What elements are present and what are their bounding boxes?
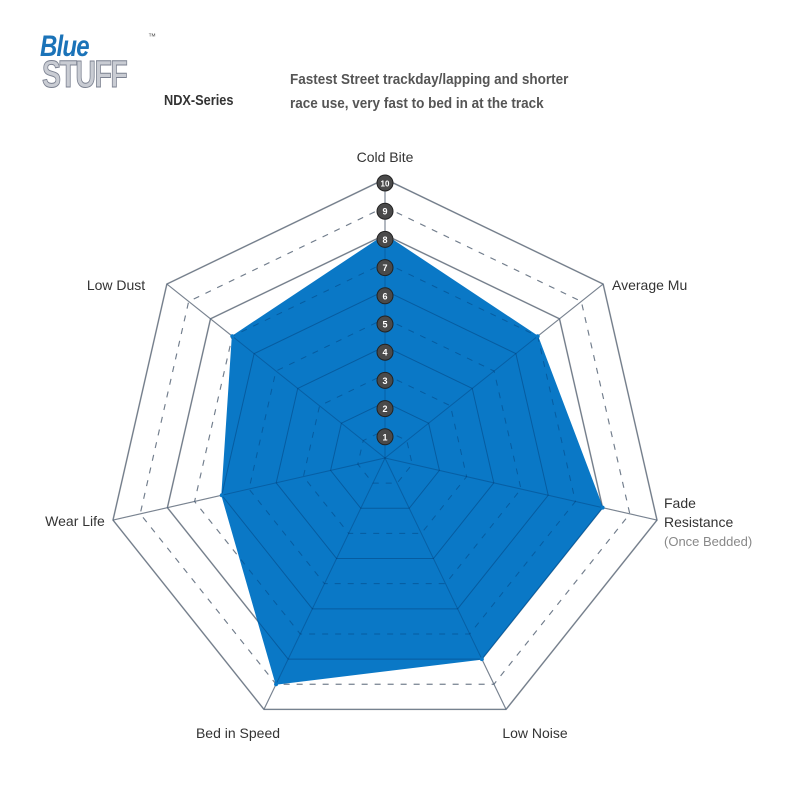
scale-badge-1 xyxy=(376,428,394,446)
grid-spoke-overlay xyxy=(166,283,386,459)
axis-label-fade-resistance: Resistance xyxy=(664,514,733,530)
axis-label-fade-resistance: Fade xyxy=(664,495,696,511)
data-point-low-dust xyxy=(230,334,235,339)
grid-ring-overlay xyxy=(194,262,576,635)
axis-sublabel: (Once Bedded) xyxy=(664,534,752,549)
series-label: NDX-Series xyxy=(164,92,234,109)
grid-spoke-overlay xyxy=(112,457,386,521)
grid-ring-overlay xyxy=(221,290,549,610)
data-point-average-mu xyxy=(535,334,540,339)
data-point-wear-life xyxy=(219,493,224,498)
scale-badge-2 xyxy=(376,400,394,418)
scale-tick-label: 9 xyxy=(382,207,387,217)
scale-badge-3 xyxy=(376,371,394,389)
grid-ring-overlay xyxy=(357,429,413,484)
description-line-2: race use, very fast to bed in at the tra… xyxy=(290,95,544,112)
scale-tick-label: 4 xyxy=(382,348,387,358)
axis-label-cold-bite: Cold Bite xyxy=(357,149,414,165)
scale-tick-label: 8 xyxy=(382,235,387,245)
axis-label-wear-life: Wear Life xyxy=(45,513,105,529)
axis-label-bed-in-speed: Bed in Speed xyxy=(196,725,280,741)
scale-badge-10 xyxy=(376,174,394,192)
logo-trademark: ™ xyxy=(148,32,156,41)
grid-ring-overlay xyxy=(330,401,440,509)
axis-label-low-noise: Low Noise xyxy=(502,725,568,741)
scale-badge-5 xyxy=(376,315,394,333)
data-point-low-noise xyxy=(479,657,484,662)
logo-blue-text: Blue xyxy=(40,30,90,63)
grid-ring-overlay xyxy=(248,317,522,585)
grid-spoke-overlay xyxy=(384,457,507,710)
scale-tick-label: 1 xyxy=(382,432,387,442)
axis-label-average-mu: Average Mu xyxy=(612,277,687,293)
scale-badge-4 xyxy=(376,343,394,361)
grid-ring-overlay xyxy=(112,178,658,710)
data-point-bed-in-speed xyxy=(274,682,279,687)
data-area xyxy=(221,234,604,685)
grid-ring-overlay xyxy=(275,345,495,560)
description: Fastest Street trackday/lapping and shor… xyxy=(290,68,568,116)
scale-tick-label: 7 xyxy=(382,263,387,273)
logo-stuff-text: STUFF xyxy=(42,54,129,97)
grid-ring-overlay xyxy=(166,234,604,660)
scale-badge-7 xyxy=(376,259,394,277)
scale-badge-9 xyxy=(376,202,394,220)
scale-tick-label: 5 xyxy=(382,320,387,330)
grid-spoke-overlay xyxy=(263,457,386,710)
grid-ring-10 xyxy=(112,178,658,711)
scale-tick-label: 3 xyxy=(382,376,387,386)
scale-tick-label: 10 xyxy=(381,180,390,189)
scale-tick-label: 2 xyxy=(382,404,387,414)
grid-spoke-overlay xyxy=(384,283,604,459)
data-point-fade-resistance xyxy=(600,505,605,510)
grid-spoke-overlay xyxy=(384,457,658,521)
description-line-1: Fastest Street trackday/lapping and shor… xyxy=(290,71,569,88)
axis-label-low-dust: Low Dust xyxy=(87,277,145,293)
scale-badge-6 xyxy=(376,287,394,305)
scale-badge-8 xyxy=(376,230,394,248)
scale-tick-label: 6 xyxy=(382,291,387,301)
